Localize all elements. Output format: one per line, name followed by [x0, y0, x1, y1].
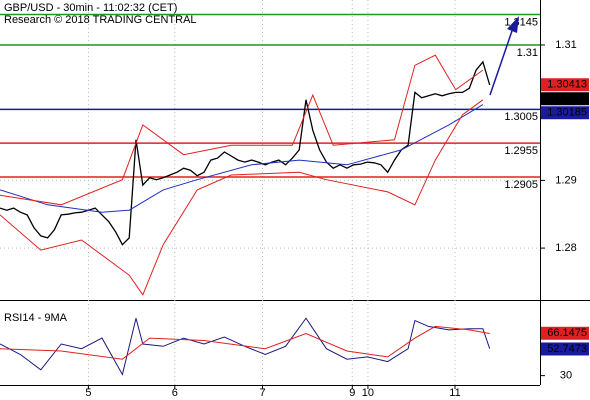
price-tag: [541, 78, 589, 92]
price-tag-label: 52.7473: [547, 343, 587, 355]
series-line: [0, 104, 484, 213]
y-tick-label: 30: [560, 370, 572, 382]
series-line: [0, 54, 484, 206]
x-tick-label: 5: [85, 387, 91, 399]
x-tick-label: 10: [362, 387, 374, 399]
y-tick-label: 1.29: [555, 174, 576, 186]
price-tag-label: 1.3041: [553, 93, 587, 105]
forecast-arrow-head: [507, 16, 519, 33]
price-tag: [541, 92, 589, 106]
price-tag: [541, 106, 589, 120]
price-tag: [541, 326, 589, 340]
price-tag-label: 1.30413: [547, 79, 587, 91]
chart-title: GBP/USD - 30min - 11:02:32 (CET): [4, 2, 177, 14]
y-tick-label: 1.31: [555, 39, 576, 51]
forecast-arrow: [489, 27, 514, 96]
x-tick-label: 9: [349, 387, 355, 399]
level-label: 1.2905: [504, 179, 538, 191]
chart-subtitle: Research © 2018 TRADING CENTRAL: [4, 14, 197, 26]
level-label: 1.31: [517, 47, 538, 59]
rsi-title: RSI14 - 9MA: [4, 312, 68, 324]
price-tag-label: 66.1475: [547, 327, 587, 339]
level-label: 1.3005: [504, 111, 538, 123]
y-tick-label: 1.28: [555, 242, 576, 254]
level-label: 1.2955: [504, 145, 538, 157]
price-tag-label: 1.30185: [547, 107, 587, 119]
x-tick-label: 6: [172, 387, 178, 399]
series-line: [0, 99, 484, 296]
price-tag: [541, 342, 589, 356]
x-tick-label: 11: [449, 387, 460, 399]
series-line: [0, 325, 490, 360]
series-line: [0, 60, 491, 246]
series-line: [0, 317, 491, 376]
x-tick-label: 7: [259, 387, 265, 399]
